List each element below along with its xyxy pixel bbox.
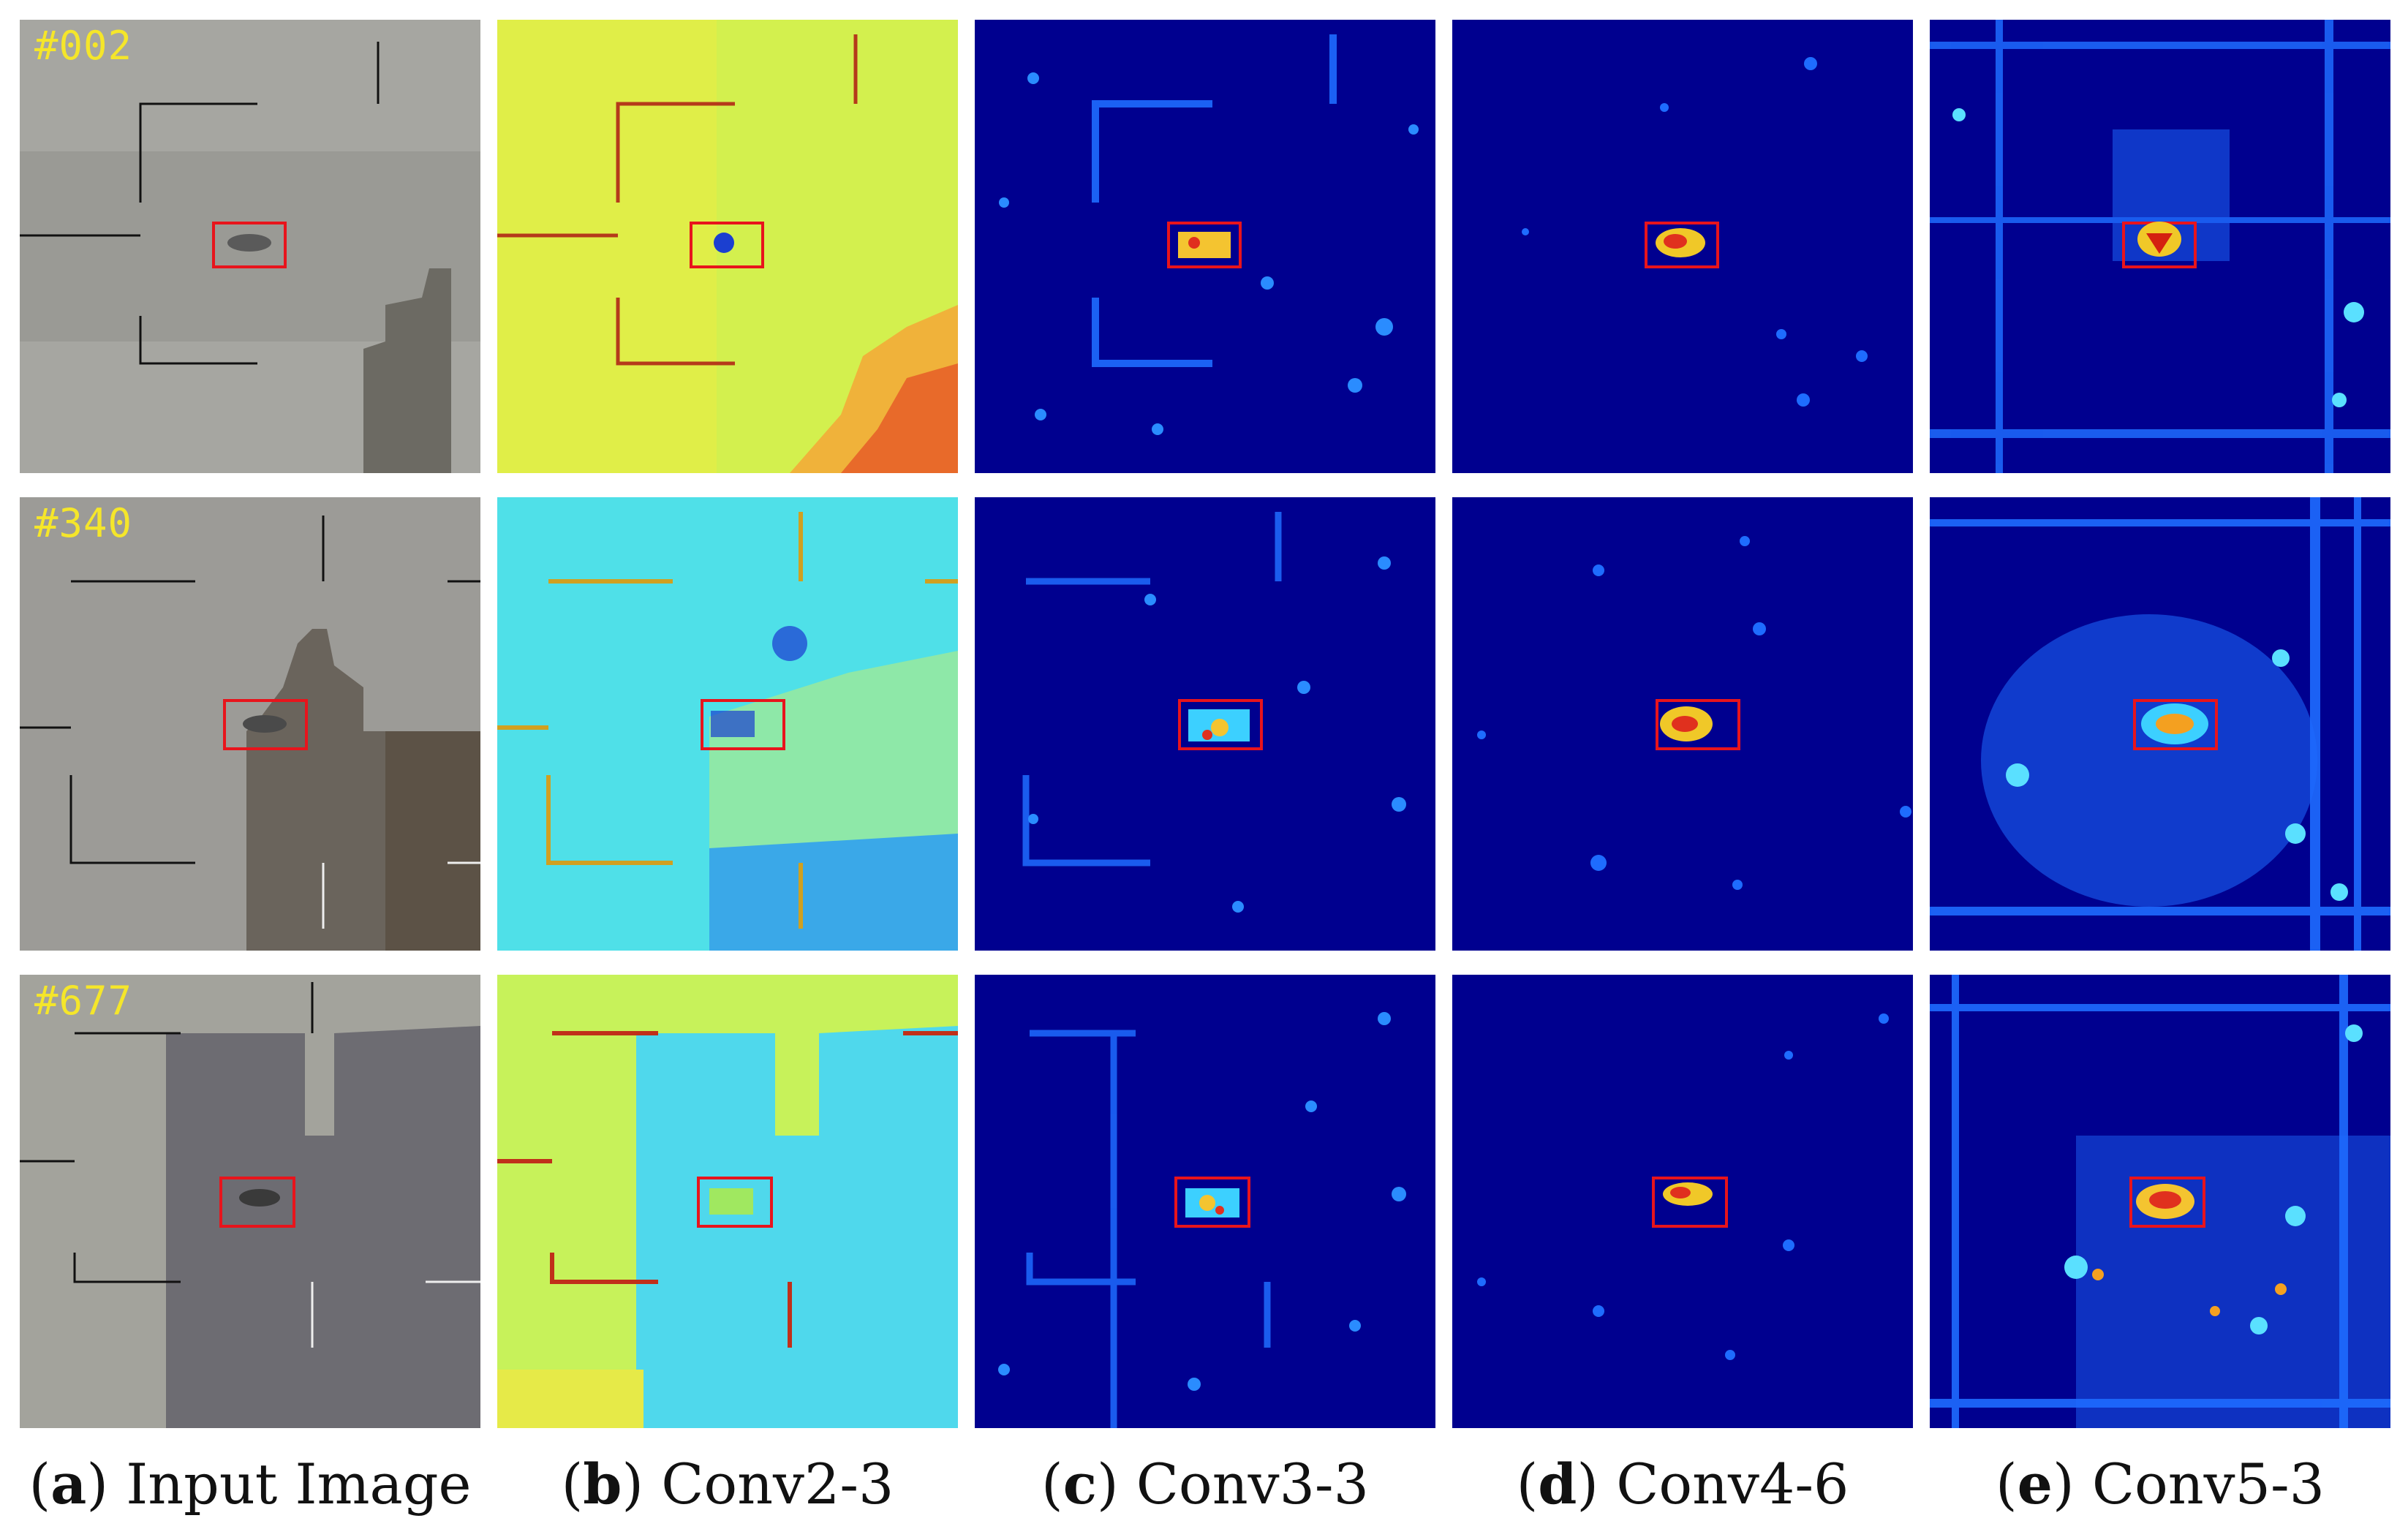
frame-label: #677 [34, 978, 133, 1024]
frame-label: #340 [34, 500, 133, 546]
row1-conv3-3-map [975, 20, 1435, 473]
row3-conv2-3-map [497, 975, 958, 1428]
caption-conv5-3: (e) Conv5-3 [1995, 1451, 2325, 1517]
row1-conv5-3-map [1930, 20, 2390, 473]
row2-input-image: #340 [20, 497, 480, 951]
caption-conv3-3: (c) Conv3-3 [1041, 1451, 1369, 1517]
row3-conv3-3-map [975, 975, 1435, 1428]
frame-label: #002 [34, 23, 133, 69]
caption-input-image: (a) Input Image [29, 1451, 472, 1517]
row2-conv5-3-map [1930, 497, 2390, 951]
row1-conv4-6-map [1452, 20, 1913, 473]
row2-conv3-3-map [975, 497, 1435, 951]
row2-conv2-3-map [497, 497, 958, 951]
caption-conv2-3: (b) Conv2-3 [561, 1451, 894, 1517]
caption-conv4-6: (d) Conv4-6 [1516, 1451, 1849, 1517]
row3-input-image: #677 [20, 975, 480, 1428]
row3-conv4-6-map [1452, 975, 1913, 1428]
row1-input-image: #002 [20, 20, 480, 473]
row1-conv2-3-map [497, 20, 958, 473]
row3-conv5-3-map [1930, 975, 2390, 1428]
row2-conv4-6-map [1452, 497, 1913, 951]
